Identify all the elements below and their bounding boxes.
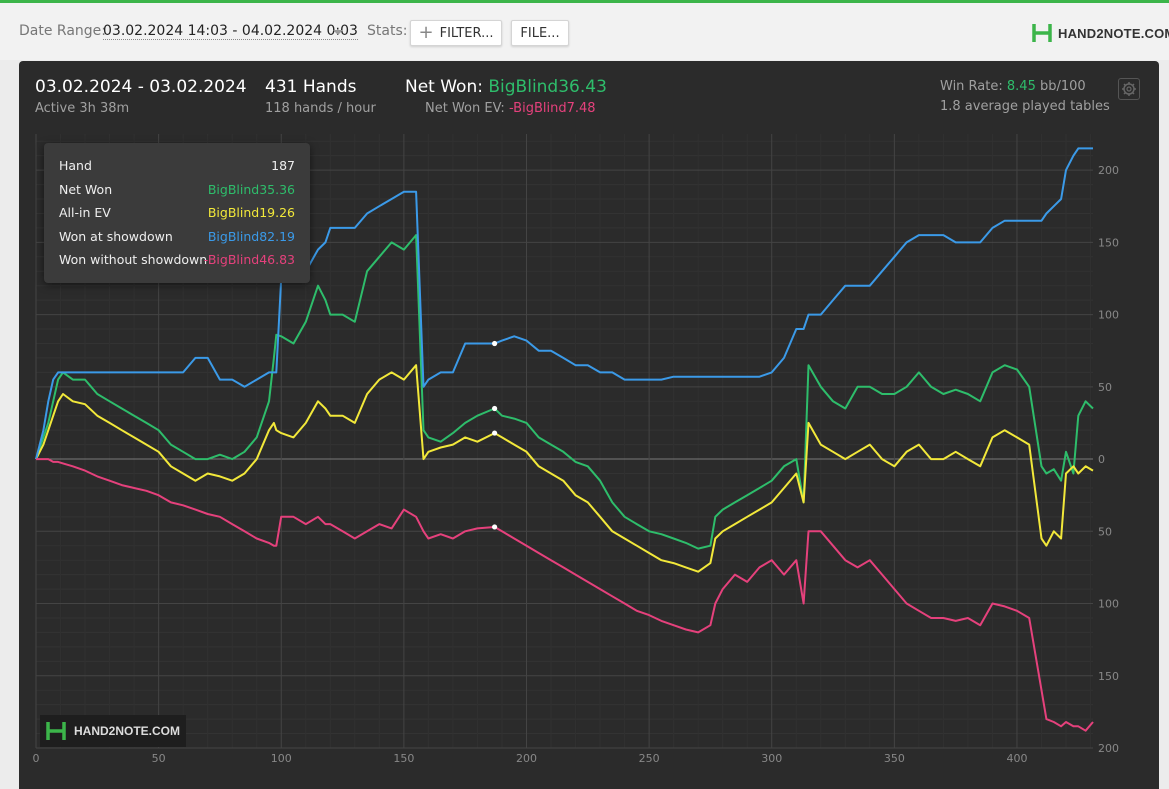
tooltip-row: All-in EV BigBlind19.26 — [59, 205, 295, 225]
top-toolbar: Date Range: 03.02.2024 14:03 - 04.02.202… — [0, 0, 1169, 60]
tooltip-label: Won at showdown — [59, 228, 173, 244]
x-tick-label: 100 — [271, 752, 292, 765]
avg-tables: 1.8 average played tables — [940, 99, 1110, 114]
won-without-showdown-line — [36, 458, 1094, 732]
x-tick-label: 50 — [152, 752, 166, 765]
hover-point — [492, 405, 498, 412]
logo-text: HAND2NOTE.COM — [1058, 25, 1169, 41]
y-tick-label: 200 — [1098, 742, 1119, 755]
tooltip-label: All-in EV — [59, 205, 111, 220]
x-tick-label: 250 — [639, 752, 660, 765]
h-logo-icon — [1032, 24, 1052, 42]
tooltip-row: Won at showdown BigBlind82.19 — [59, 229, 295, 249]
x-tick-label: 300 — [761, 752, 782, 765]
tooltip-value: 187 — [271, 158, 295, 173]
win-rate-value: 8.45 — [1006, 79, 1036, 94]
y-tick-label: 150 — [1098, 236, 1119, 249]
tooltip-value: BigBlind19.26 — [207, 205, 295, 220]
y-tick-label: 100 — [1098, 309, 1119, 322]
won-at-showdown-line — [35, 147, 1093, 460]
net-won-value: BigBlind36.43 — [488, 77, 607, 97]
plus-icon: + — [418, 22, 434, 43]
filter-button[interactable]: + FILTER... — [410, 20, 502, 46]
watermark-logo: HAND2NOTE.COM — [40, 715, 186, 747]
win-rate-label: Win Rate: — [940, 79, 1003, 94]
hands-count: 431 Hands — [265, 77, 357, 97]
tooltip-label: Won without showdown — [59, 252, 208, 267]
tooltip-value: BigBlind35.36 — [207, 181, 295, 197]
watermark-text: HAND2NOTE.COM — [74, 724, 181, 738]
file-button[interactable]: FILE... — [511, 20, 569, 46]
file-button-label: FILE... — [520, 25, 560, 41]
stats-label: Stats: — [367, 23, 408, 39]
hover-tooltip: Hand 187 Net Won BigBlind35.36 All-in EV BigB… — [44, 143, 310, 283]
net-won-ev: Net Won EV: -BigBlind7.48 — [425, 101, 596, 116]
tooltip-row: Net Won BigBlind35.36 — [59, 182, 295, 202]
tooltip-row: Won without showdown -BigBlind46.83 — [59, 252, 295, 272]
all-in-ev-line — [35, 364, 1094, 573]
y-tick-label: 50 — [1098, 381, 1112, 394]
net-won-ev-label: Net Won EV: — [425, 101, 505, 116]
hover-point — [492, 340, 498, 347]
y-tick-label: 200 — [1098, 164, 1119, 177]
win-rate-unit: bb/100 — [1039, 79, 1086, 94]
y-tick-label: 100 — [1098, 598, 1119, 611]
hands-per-hour: 118 hands / hour — [265, 101, 376, 116]
gear-icon — [1122, 82, 1136, 96]
period-title: 03.02.2024 - 03.02.2024 — [35, 77, 247, 97]
filter-button-label: FILTER... — [439, 25, 494, 41]
date-range-label: Date Range: — [19, 23, 107, 39]
active-time: Active 3h 38m — [35, 101, 130, 116]
net-won: Net Won: BigBlind36.43 — [405, 77, 607, 97]
x-tick-label: 200 — [516, 752, 537, 765]
win-rate: Win Rate: 8.45 bb/100 — [940, 79, 1086, 94]
tooltip-row: Hand 187 — [59, 158, 295, 178]
x-tick-label: 350 — [884, 752, 905, 765]
tooltip-label: Net Won — [59, 181, 113, 197]
net-won-ev-value: -BigBlind7.48 — [508, 101, 596, 116]
chevron-down-icon[interactable] — [333, 30, 343, 35]
h-logo-icon — [46, 722, 66, 740]
tooltip-label: Hand — [59, 158, 92, 173]
settings-button[interactable] — [1118, 78, 1140, 100]
hover-point — [492, 524, 498, 530]
hand2note-logo[interactable]: HAND2NOTE.COM — [1032, 22, 1169, 44]
hover-point — [492, 430, 498, 436]
net-won-line — [35, 234, 1094, 550]
x-tick-label: 0 — [33, 752, 40, 765]
y-tick-label: 150 — [1098, 670, 1119, 683]
net-won-label: Net Won: — [405, 77, 483, 97]
y-tick-label: 0 — [1098, 453, 1105, 466]
y-tick-label: 50 — [1098, 525, 1112, 538]
x-tick-label: 400 — [1006, 752, 1027, 765]
tooltip-value: -BigBlind46.83 — [203, 252, 295, 267]
tooltip-value: BigBlind82.19 — [207, 228, 295, 244]
date-range-select[interactable]: 03.02.2024 14:03 - 04.02.2024 0:03 — [103, 23, 358, 40]
x-tick-label: 150 — [393, 752, 414, 765]
